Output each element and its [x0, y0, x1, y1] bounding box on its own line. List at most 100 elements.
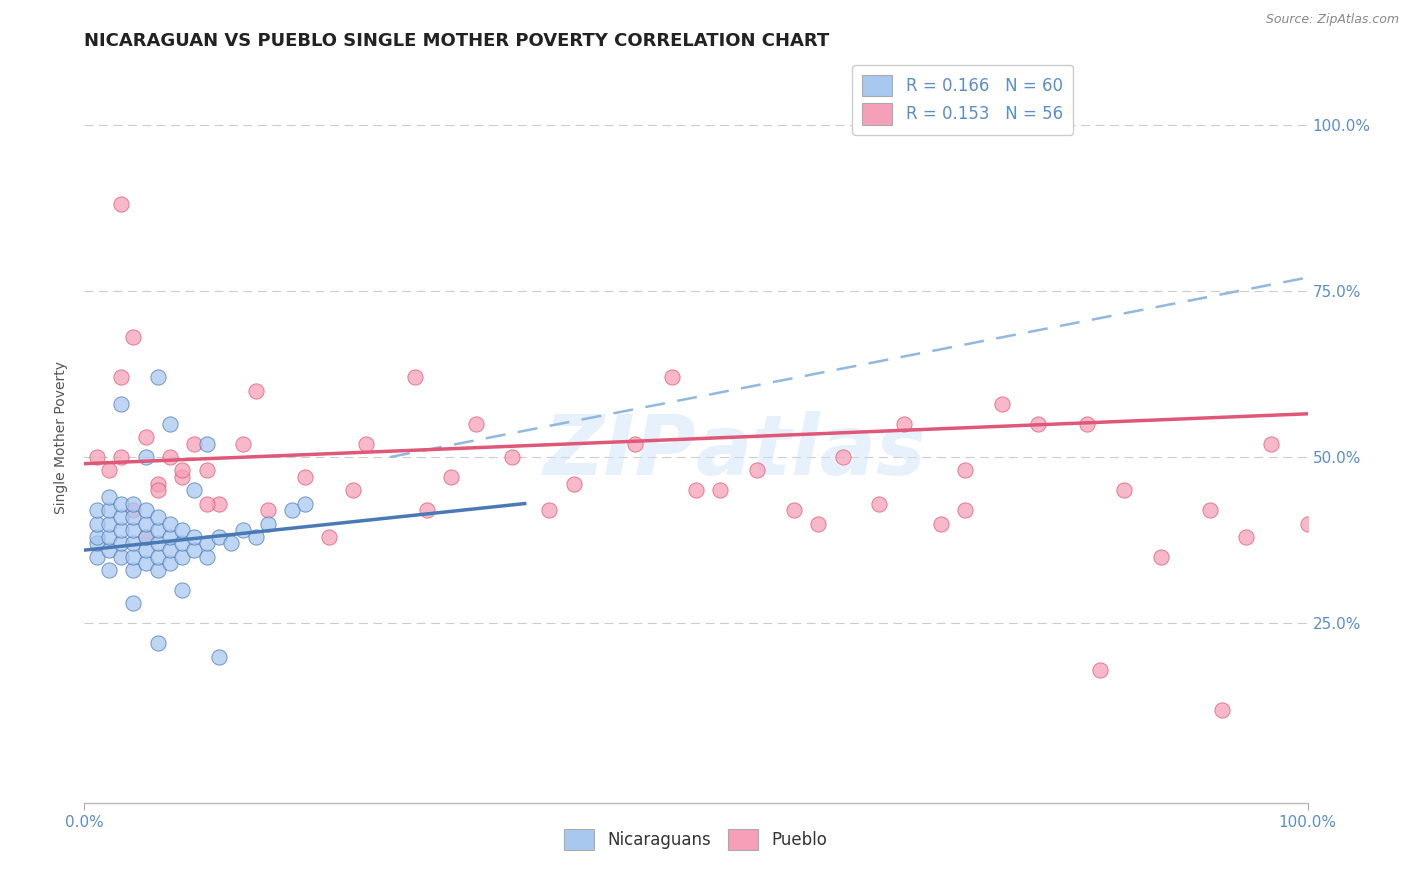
Point — [1296, 516, 1319, 531]
Point — [159, 543, 181, 558]
Point — [464, 417, 486, 431]
Point — [110, 197, 132, 211]
Point — [86, 516, 108, 531]
Point — [122, 503, 145, 517]
Point — [135, 530, 157, 544]
Point — [159, 417, 181, 431]
Point — [661, 370, 683, 384]
Point — [929, 516, 952, 531]
Text: Source: ZipAtlas.com: Source: ZipAtlas.com — [1265, 13, 1399, 27]
Point — [146, 483, 169, 498]
Point — [624, 436, 647, 450]
Point — [219, 536, 242, 550]
Point — [97, 543, 120, 558]
Point — [97, 530, 120, 544]
Point — [172, 463, 194, 477]
Point — [146, 523, 169, 537]
Point — [1114, 483, 1136, 498]
Point — [783, 503, 806, 517]
Point — [294, 497, 316, 511]
Point — [404, 370, 426, 384]
Text: NICARAGUAN VS PUEBLO SINGLE MOTHER POVERTY CORRELATION CHART: NICARAGUAN VS PUEBLO SINGLE MOTHER POVER… — [84, 32, 830, 50]
Point — [110, 536, 132, 550]
Point — [195, 436, 218, 450]
Point — [86, 503, 108, 517]
Point — [807, 516, 830, 531]
Point — [122, 523, 145, 537]
Point — [208, 497, 231, 511]
Point — [953, 463, 976, 477]
Point — [86, 536, 108, 550]
Point — [318, 530, 340, 544]
Point — [1211, 703, 1233, 717]
Point — [1236, 530, 1258, 544]
Point — [416, 503, 439, 517]
Point — [991, 397, 1014, 411]
Text: ZIP: ZIP — [543, 411, 696, 492]
Point — [172, 523, 194, 537]
Point — [893, 417, 915, 431]
Point — [208, 649, 231, 664]
Point — [1150, 549, 1173, 564]
Point — [122, 549, 145, 564]
Point — [195, 463, 218, 477]
Point — [110, 549, 132, 564]
Point — [208, 530, 231, 544]
Point — [86, 450, 108, 464]
Point — [538, 503, 561, 517]
Point — [502, 450, 524, 464]
Point — [172, 470, 194, 484]
Point — [135, 530, 157, 544]
Point — [183, 436, 205, 450]
Point — [342, 483, 364, 498]
Point — [159, 450, 181, 464]
Point — [869, 497, 891, 511]
Point — [685, 483, 707, 498]
Point — [183, 543, 205, 558]
Point — [146, 370, 169, 384]
Point — [97, 463, 120, 477]
Point — [159, 516, 181, 531]
Point — [159, 557, 181, 571]
Point — [146, 536, 169, 550]
Point — [122, 563, 145, 577]
Point — [195, 497, 218, 511]
Point — [122, 330, 145, 344]
Point — [97, 503, 120, 517]
Point — [159, 530, 181, 544]
Point — [1076, 417, 1098, 431]
Point — [122, 596, 145, 610]
Point — [440, 470, 463, 484]
Point — [146, 476, 169, 491]
Point — [135, 516, 157, 531]
Point — [110, 450, 132, 464]
Point — [110, 497, 132, 511]
Point — [183, 530, 205, 544]
Point — [110, 397, 132, 411]
Point — [146, 509, 169, 524]
Point — [831, 450, 853, 464]
Point — [281, 503, 304, 517]
Point — [146, 636, 169, 650]
Point — [1198, 503, 1220, 517]
Point — [257, 503, 280, 517]
Point — [747, 463, 769, 477]
Point — [1088, 663, 1111, 677]
Point — [135, 430, 157, 444]
Point — [110, 509, 132, 524]
Point — [257, 516, 280, 531]
Point — [172, 582, 194, 597]
Point — [97, 516, 120, 531]
Point — [172, 549, 194, 564]
Point — [294, 470, 316, 484]
Point — [135, 557, 157, 571]
Point — [97, 563, 120, 577]
Point — [122, 509, 145, 524]
Point — [354, 436, 377, 450]
Point — [97, 490, 120, 504]
Point — [195, 549, 218, 564]
Point — [195, 536, 218, 550]
Point — [135, 543, 157, 558]
Point — [86, 530, 108, 544]
Point — [1028, 417, 1050, 431]
